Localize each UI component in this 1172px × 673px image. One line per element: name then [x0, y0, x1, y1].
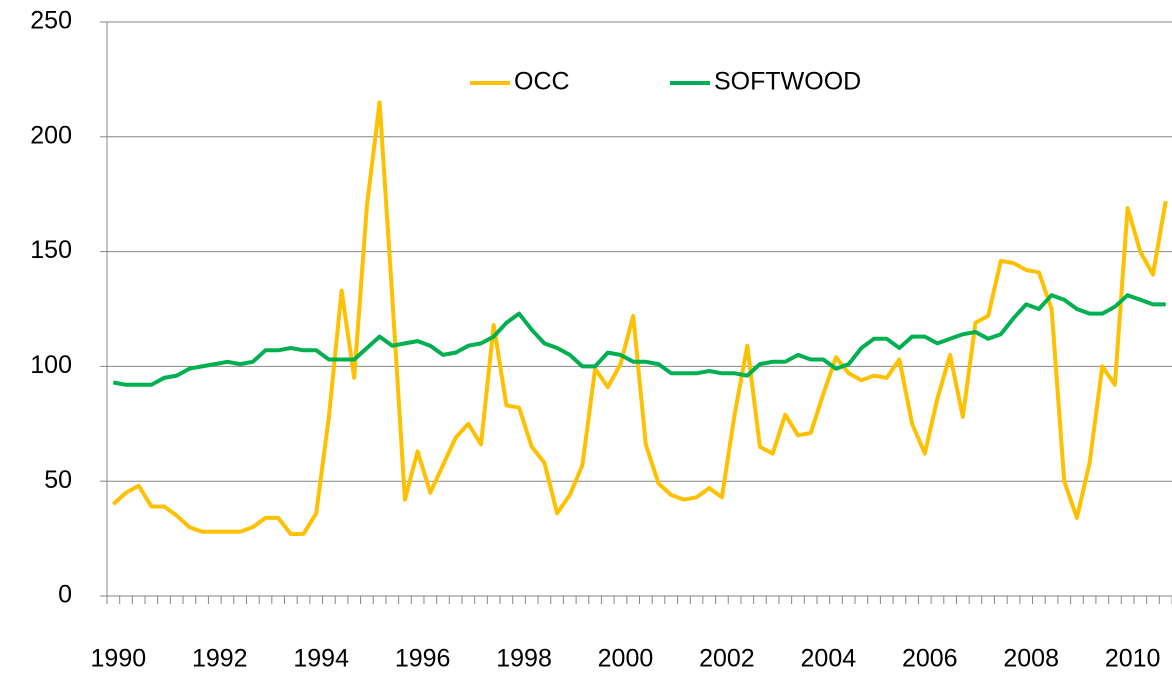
x-tick-label: 1994 — [293, 645, 349, 673]
x-tick-label: 1992 — [192, 645, 248, 673]
y-tick-label: 150 — [30, 236, 72, 264]
legend-label: SOFTWOOD — [714, 68, 861, 96]
series-line — [111, 100, 1168, 536]
y-tick-label: 250 — [30, 7, 72, 35]
y-tick-label: 50 — [44, 466, 72, 494]
x-tick-label: 2010 — [1105, 645, 1161, 673]
x-tick-label: 1996 — [395, 645, 451, 673]
y-tick-label: 0 — [58, 581, 72, 609]
x-tick-label: 2002 — [699, 645, 755, 673]
x-tick-label: 2008 — [1003, 645, 1059, 673]
x-tick-label: 2000 — [598, 645, 654, 673]
series-line — [112, 293, 1166, 387]
y-tick-label: 200 — [30, 121, 72, 149]
x-tick-label: 1998 — [496, 645, 552, 673]
legend-label: OCC — [514, 68, 570, 96]
x-tick-label: 2004 — [801, 645, 857, 673]
x-tick-label: 2006 — [902, 645, 958, 673]
x-tick-label: 1990 — [91, 645, 147, 673]
y-tick-label: 100 — [30, 351, 72, 379]
